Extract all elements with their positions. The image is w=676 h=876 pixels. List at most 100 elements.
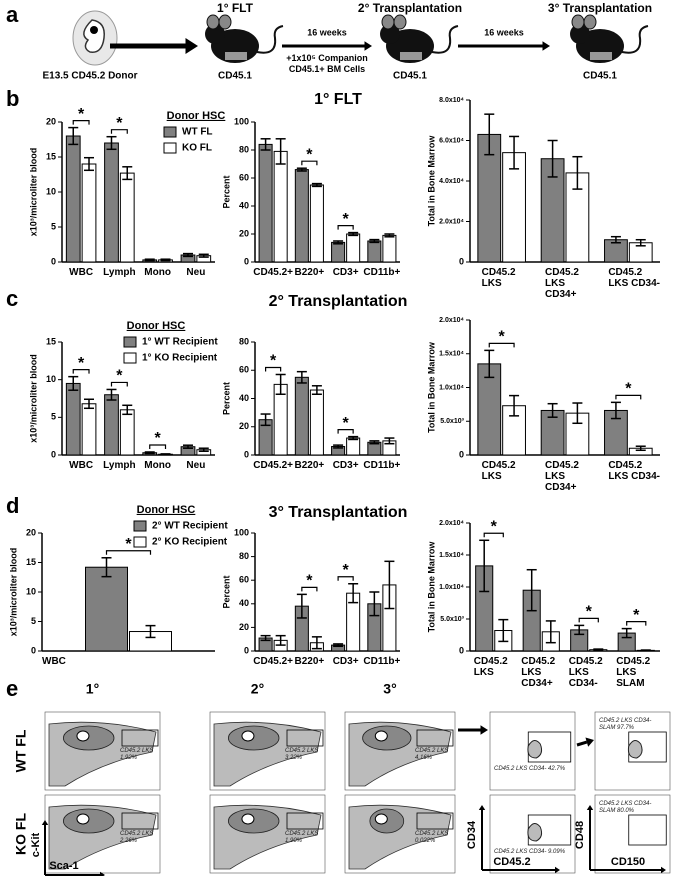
population [527, 740, 543, 759]
axis-title: CD45.2 [493, 856, 530, 868]
error-bar [145, 624, 156, 639]
arrow-head [364, 41, 372, 51]
error-bar [275, 138, 286, 165]
gate-label: CD45.2 LKS CD34- SLAM 97.7% [599, 718, 652, 731]
population [527, 823, 543, 842]
error-bar [348, 435, 359, 441]
y-tick-label: 0 [31, 645, 36, 655]
axis-title: CD34 [466, 820, 478, 849]
mouse-ear [206, 14, 220, 30]
y-tick-label: 5 [51, 412, 56, 422]
significance-bracket [337, 576, 354, 581]
significance-bracket [149, 444, 167, 449]
significance-bracket [337, 225, 354, 230]
error-bar [610, 235, 621, 244]
significance-star: * [343, 211, 350, 228]
error-bar [369, 238, 380, 244]
error-bar [275, 634, 286, 646]
mouse-belly [590, 52, 612, 60]
x-tick-label: CD45.2 LKS CD34+ [521, 656, 556, 689]
legend-label: 1° KO Recipient [142, 353, 218, 364]
error-bar [526, 568, 537, 612]
significance-bracket [483, 532, 504, 538]
y-tick-label: 80 [239, 144, 249, 154]
bar [81, 163, 97, 263]
significance-bracket [578, 617, 599, 623]
y-tick-label: 40 [239, 200, 249, 210]
companion-label: +1x10⁵ Companion CD45.1+ BM Cells [286, 53, 368, 74]
error-bar [635, 238, 646, 247]
bar [81, 403, 97, 456]
legend-swatch [133, 520, 147, 532]
error-bar [311, 182, 322, 188]
x-tick-label: CD11b+ [363, 656, 401, 667]
x-tick-label: CD45.2 LKS [473, 656, 508, 678]
gate-label: CD45.2 LKS CD34- 9.09% [494, 849, 566, 855]
axis-title: Sca-1 [49, 860, 78, 872]
step-title: 1° FLT [217, 1, 254, 15]
error-bar [348, 582, 359, 604]
gate-label: CD45.2 LKS 1.92% [120, 748, 154, 761]
bar [294, 169, 309, 263]
row-title: 3° Transplantation [269, 504, 408, 521]
x-tick-label: CD3+ [332, 656, 359, 667]
gate-label: CD45.2 LKS CD34- 42.7% [494, 766, 566, 772]
y-axis-label: x10³/microliter blood [8, 548, 18, 637]
x-tick-label: CD45.2 LKS SLAM [616, 656, 651, 689]
y-tick-label: 4.0x10⁴ [439, 178, 464, 185]
mouse-ear [393, 14, 407, 30]
error-bar [484, 113, 495, 156]
arrow-head [555, 866, 560, 874]
mouse-belly [400, 52, 422, 60]
x-tick-label: CD11b+ [363, 460, 401, 471]
error-bar [384, 560, 395, 610]
y-tick-label: 10 [26, 586, 36, 596]
legend-title: Donor HSC [167, 110, 226, 122]
error-bar [311, 385, 322, 396]
y-tick-label: 0 [244, 449, 249, 459]
error-bar [369, 591, 380, 617]
mouse-tail [431, 25, 459, 54]
significance-star: * [499, 329, 506, 346]
error-bar [593, 648, 604, 652]
gate-label: CD45.2 LKS 3.22% [285, 748, 319, 761]
mouse-tail [621, 25, 649, 54]
y-tick-label: 0 [459, 449, 464, 459]
error-bar [260, 413, 271, 427]
mouse-belly [225, 52, 247, 60]
gate-label: CD45.2 LKS 2.26% [120, 831, 154, 844]
x-tick-label: WBC [42, 656, 66, 667]
error-bar [182, 252, 193, 258]
legend-label: 2° KO Recipient [152, 537, 228, 548]
y-tick-label: 2.0x10⁴ [439, 218, 464, 225]
error-bar [509, 135, 520, 170]
error-bar [572, 155, 583, 190]
significance-star: * [78, 106, 85, 123]
y-tick-label: 60 [239, 365, 249, 375]
y-tick-label: 5.0x10³ [440, 616, 464, 623]
error-bar [260, 138, 271, 151]
arrow-head [185, 38, 198, 54]
bar [382, 234, 397, 263]
x-tick-label: CD3+ [332, 460, 359, 471]
mouse-ear [571, 14, 585, 30]
arrow-head [542, 41, 550, 51]
gate-box [628, 814, 667, 846]
y-tick-label: 100 [234, 116, 249, 126]
y-axis-label: Total in Bone Marrow [426, 135, 436, 227]
panel-letter: b [6, 86, 19, 111]
bar [119, 409, 135, 456]
significance-star: * [116, 368, 123, 385]
error-bar [106, 388, 117, 401]
x-tick-label: CD45.2 LKS CD34- [608, 267, 661, 289]
bar [104, 394, 119, 456]
significance-bracket [110, 381, 128, 387]
strain-label: CD45.1 [218, 71, 252, 82]
y-tick-label: 2.0x10⁴ [439, 317, 464, 324]
significance-star: * [116, 115, 123, 132]
density-core [76, 813, 90, 825]
gate-label: CD45.2 LKS CD34- SLAM 80.0% [599, 801, 652, 814]
y-tick-label: 2.0x10⁴ [439, 520, 464, 527]
strain-label: CD45.1 [393, 71, 427, 82]
